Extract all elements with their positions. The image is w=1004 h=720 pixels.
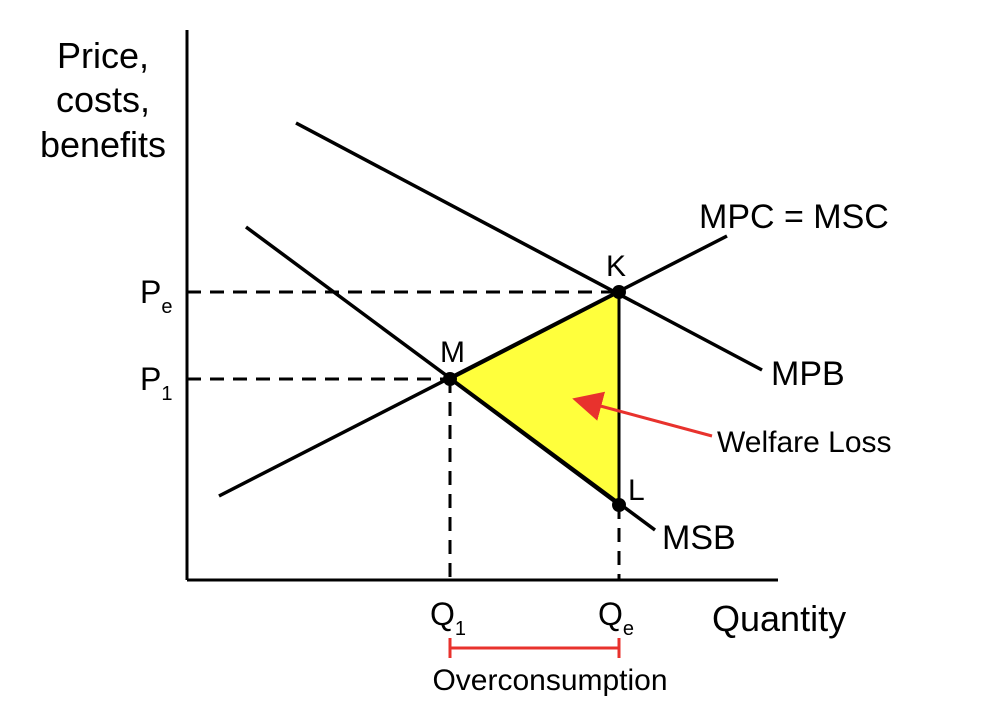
point-m-dot <box>443 372 457 386</box>
x-axis-title: Quantity <box>712 598 846 639</box>
price-p1-main: P <box>140 361 161 397</box>
point-m-label: M <box>440 336 465 369</box>
mpc-msc-curve <box>218 234 728 498</box>
price-p1-label: P1 <box>140 361 172 405</box>
msb-label: MSB <box>662 519 736 557</box>
point-l-dot <box>612 498 626 512</box>
mpb-curve <box>295 121 763 372</box>
price-pe-label: Pe <box>140 274 172 318</box>
point-k-dot <box>612 285 626 299</box>
y-axis-title-line-3: benefits <box>40 124 166 165</box>
mpb-label: MPB <box>771 355 845 393</box>
point-l-label: L <box>628 474 645 507</box>
overconsumption-label: Overconsumption <box>432 664 667 697</box>
point-k-label: K <box>606 250 626 283</box>
price-p1-subscript: 1 <box>161 383 172 405</box>
mpc-msc-label: MPC = MSC <box>699 198 889 236</box>
welfare-loss-label: Welfare Loss <box>717 426 892 459</box>
price-pe-main: P <box>140 274 161 310</box>
y-axis-title-line-1: Price, <box>57 35 149 76</box>
quantity-q1-label: Q1 <box>430 596 466 640</box>
quantity-qe-label: Qe <box>598 596 634 640</box>
price-pe-subscript: e <box>161 296 172 318</box>
quantity-qe-subscript: e <box>623 618 634 640</box>
welfare-loss-arrow <box>572 391 713 438</box>
quantity-q1-subscript: 1 <box>455 618 466 640</box>
quantity-qe-main: Q <box>598 596 623 632</box>
quantity-q1-main: Q <box>430 596 455 632</box>
y-axis-title-line-2: costs, <box>56 79 150 120</box>
